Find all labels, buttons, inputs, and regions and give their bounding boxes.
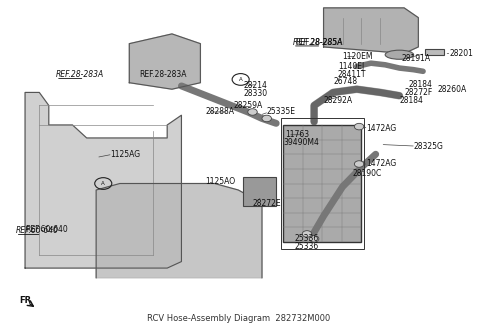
Text: REF.28-285A: REF.28-285A [295, 37, 343, 47]
Circle shape [302, 231, 312, 237]
Circle shape [262, 115, 272, 122]
Bar [281, 118, 364, 249]
Bar [425, 49, 444, 55]
Circle shape [248, 109, 257, 115]
Text: 1472AG: 1472AG [366, 159, 396, 169]
Text: A: A [101, 181, 105, 186]
Polygon shape [324, 8, 419, 53]
Text: 1125AO: 1125AO [205, 177, 235, 186]
Polygon shape [25, 92, 181, 268]
Text: 28411T: 28411T [338, 70, 366, 79]
Text: FR: FR [19, 297, 32, 305]
Text: 28191A: 28191A [402, 54, 431, 63]
Bar [283, 125, 361, 242]
Text: REF 28-285A: REF 28-285A [293, 37, 342, 47]
Text: 1125AG: 1125AG [110, 150, 141, 159]
Text: 28288A: 28288A [205, 108, 234, 116]
Text: 1120EM: 1120EM [343, 52, 373, 61]
Text: 28184: 28184 [409, 80, 433, 89]
Text: RCV Hose-Assembly Diagram  282732M000: RCV Hose-Assembly Diagram 282732M000 [147, 314, 330, 323]
Text: 26748: 26748 [333, 76, 357, 86]
Text: 28260A: 28260A [437, 85, 467, 94]
Text: 25335E: 25335E [267, 108, 296, 116]
Text: REF.28-283A: REF.28-283A [56, 70, 104, 79]
Text: 28201: 28201 [449, 49, 473, 58]
Ellipse shape [385, 50, 414, 59]
Text: 28259A: 28259A [234, 101, 263, 110]
Text: 28272F: 28272F [404, 88, 432, 97]
Text: REF.60-640: REF.60-640 [16, 226, 59, 235]
Text: 28190C: 28190C [352, 169, 381, 178]
Circle shape [310, 236, 319, 242]
Text: A: A [239, 77, 242, 82]
Text: 28330: 28330 [243, 89, 267, 98]
Circle shape [354, 161, 364, 167]
Text: 28292A: 28292A [324, 96, 353, 105]
Text: 39490M4: 39490M4 [283, 138, 319, 147]
Bar [243, 177, 276, 206]
Circle shape [354, 123, 364, 130]
Text: 1140EJ: 1140EJ [338, 62, 364, 71]
Polygon shape [96, 183, 262, 278]
Text: 25336: 25336 [295, 242, 319, 252]
Text: 1472AG: 1472AG [366, 124, 396, 133]
Text: 25336: 25336 [295, 234, 319, 243]
Text: REF.60-640: REF.60-640 [25, 225, 68, 234]
Text: 28184: 28184 [399, 96, 423, 105]
Text: 11763: 11763 [286, 130, 310, 139]
Text: REF.28-283A: REF.28-283A [139, 70, 186, 79]
Polygon shape [129, 34, 200, 89]
Text: 28272E: 28272E [252, 198, 281, 208]
Text: 28325G: 28325G [414, 142, 444, 151]
Text: 28214: 28214 [243, 81, 267, 91]
